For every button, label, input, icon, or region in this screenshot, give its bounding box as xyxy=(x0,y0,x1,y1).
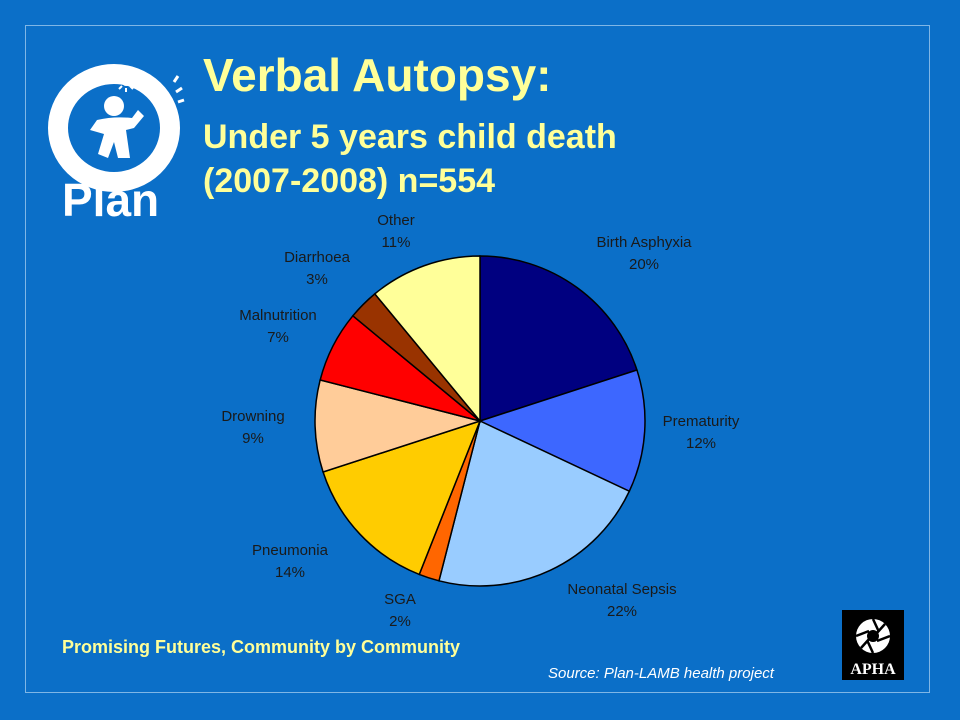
slice-percent-diarrhoea: 3% xyxy=(306,271,328,288)
tagline: Promising Futures, Community by Communit… xyxy=(62,637,461,657)
slide-subtitle-line2: (2007-2008) n=554 xyxy=(203,162,496,200)
slice-label-malnutrition: Malnutrition xyxy=(239,307,317,324)
slide-border xyxy=(25,25,930,693)
slice-label-pneumonia: Pneumonia xyxy=(252,542,329,559)
pie-slice-birth-asphyxia xyxy=(479,255,638,423)
apha-logo: APHA xyxy=(842,610,904,680)
pie-slices xyxy=(314,255,646,587)
pie-slice-other xyxy=(373,255,481,424)
slice-label-sga: SGA xyxy=(384,591,416,608)
slice-label-neonatal-sepsis: Neonatal Sepsis xyxy=(567,581,676,598)
slice-percent-birth-asphyxia: 20% xyxy=(629,256,659,273)
pie-labels: Birth Asphyxia 20% Prematurity 12% Neonatal … xyxy=(221,212,740,630)
slice-label-other: Other xyxy=(377,212,415,229)
plan-child-sun-icon xyxy=(48,64,185,192)
camera-aperture-icon xyxy=(855,618,891,654)
slice-percent-drowning: 9% xyxy=(242,430,264,447)
pie-slice-drowning xyxy=(314,379,483,473)
slice-percent-pneumonia: 14% xyxy=(275,564,305,581)
slice-label-prematurity: Prematurity xyxy=(663,413,740,430)
slice-label-diarrhoea: Diarrhoea xyxy=(284,249,351,266)
slice-percent-other: 11% xyxy=(382,234,411,251)
slice-label-birth-asphyxia: Birth Asphyxia xyxy=(596,234,692,251)
slice-percent-malnutrition: 7% xyxy=(267,329,289,346)
source-note: Source: Plan-LAMB health project xyxy=(548,665,774,682)
slice-percent-sga: 2% xyxy=(389,613,411,630)
slide-subtitle-line1: Under 5 years child death xyxy=(203,118,617,156)
pie-slice-neonatal-sepsis xyxy=(438,419,631,587)
plan-logo: Plan xyxy=(48,64,185,226)
slice-percent-neonatal-sepsis: 22% xyxy=(607,603,637,620)
slide-title: Verbal Autopsy: xyxy=(203,49,552,101)
plan-logo-text: Plan xyxy=(62,174,159,226)
slice-label-drowning: Drowning xyxy=(221,408,284,425)
apha-text: APHA xyxy=(850,661,896,678)
pie-slice-prematurity xyxy=(477,369,646,493)
slice-percent-prematurity: 12% xyxy=(686,435,716,452)
